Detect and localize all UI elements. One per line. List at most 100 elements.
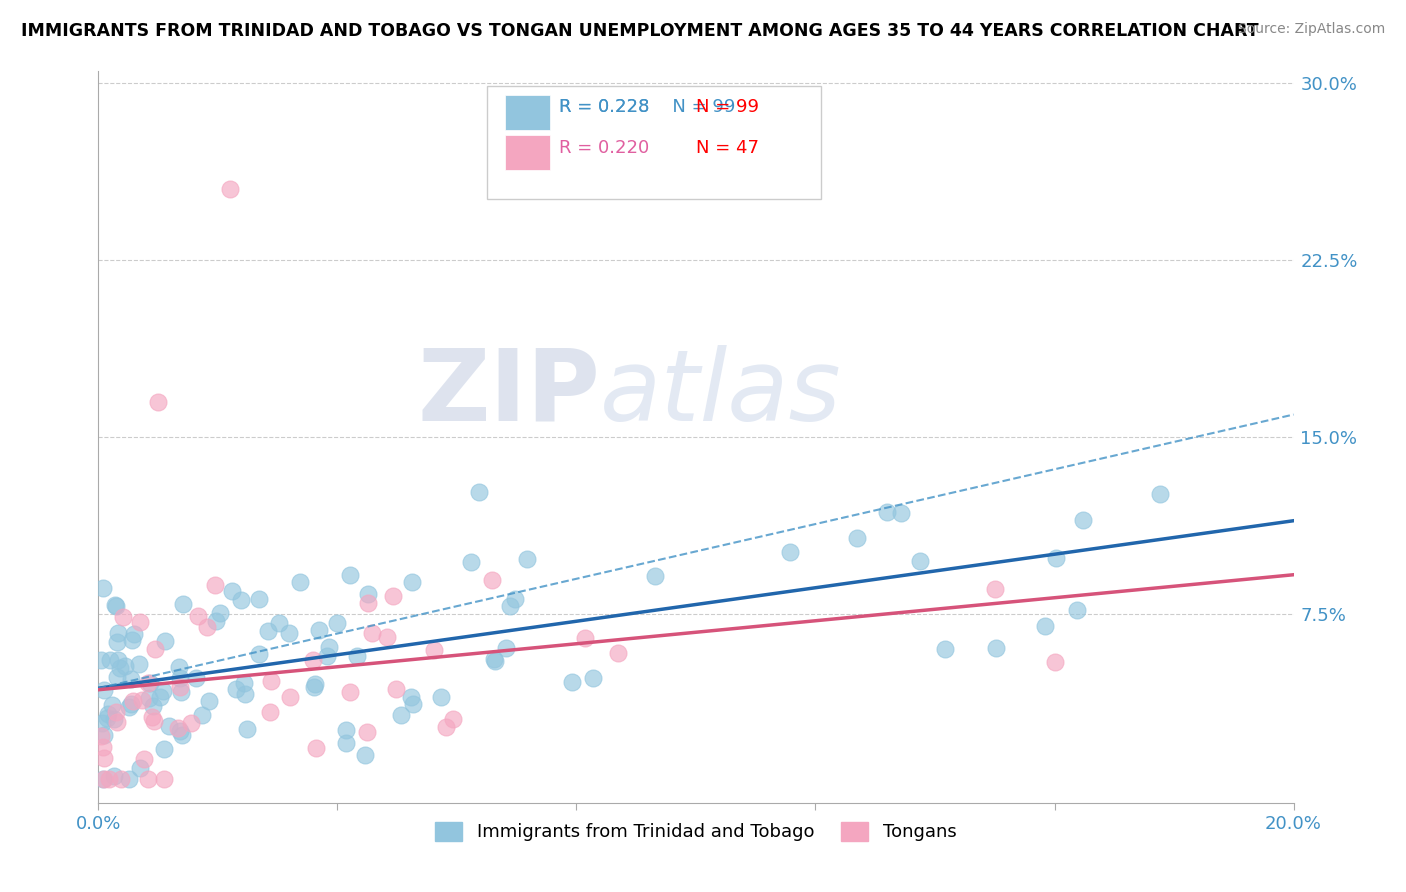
Point xyxy=(221,584,243,599)
Point xyxy=(503,591,526,606)
Point xyxy=(90,652,112,666)
Text: IMMIGRANTS FROM TRINIDAD AND TOBAGO VS TONGAN UNEMPLOYMENT AMONG AGES 35 TO 44 Y: IMMIGRANTS FROM TRINIDAD AND TOBAGO VS T… xyxy=(21,22,1258,40)
Point xyxy=(136,772,159,787)
Point xyxy=(516,551,538,566)
Point xyxy=(145,642,167,657)
Point xyxy=(190,708,212,723)
Point xyxy=(120,673,142,687)
Point xyxy=(128,615,150,629)
Point xyxy=(148,394,170,409)
Point xyxy=(204,578,226,592)
Point xyxy=(90,716,112,731)
Point xyxy=(195,620,218,634)
Point xyxy=(98,653,121,667)
Point xyxy=(908,554,931,568)
Point xyxy=(172,728,194,742)
Point xyxy=(304,676,326,690)
Point xyxy=(357,596,380,610)
Point xyxy=(166,721,188,735)
Point xyxy=(169,671,191,685)
Point xyxy=(582,671,605,685)
Point xyxy=(141,710,163,724)
Point xyxy=(499,599,522,614)
Point xyxy=(934,642,956,657)
Text: R = 0.228    N = 99: R = 0.228 N = 99 xyxy=(558,97,735,116)
Point xyxy=(356,725,378,739)
Point xyxy=(132,752,155,766)
Point xyxy=(122,626,145,640)
Point xyxy=(308,623,330,637)
Point xyxy=(187,609,209,624)
Point xyxy=(93,728,115,742)
Point xyxy=(91,772,114,787)
Point xyxy=(131,693,153,707)
Point xyxy=(235,723,257,737)
Point xyxy=(153,742,176,756)
Point xyxy=(561,675,583,690)
Point xyxy=(91,582,114,596)
Point xyxy=(339,567,361,582)
Point xyxy=(779,545,801,559)
Point xyxy=(118,700,141,714)
FancyBboxPatch shape xyxy=(505,95,550,130)
Point xyxy=(104,598,127,612)
Point xyxy=(167,659,190,673)
Point xyxy=(316,649,339,664)
Point xyxy=(247,647,270,661)
Point xyxy=(97,772,120,787)
Point xyxy=(170,684,193,698)
Point xyxy=(1066,603,1088,617)
Point xyxy=(890,506,912,520)
Point xyxy=(468,484,491,499)
Text: R = 0.228: R = 0.228 xyxy=(558,97,650,116)
Point xyxy=(484,653,506,667)
Point xyxy=(91,739,114,754)
Point xyxy=(484,651,506,665)
Point xyxy=(876,505,898,519)
Point xyxy=(103,712,125,726)
Text: atlas: atlas xyxy=(600,344,842,442)
Point xyxy=(128,657,150,671)
Text: Source: ZipAtlas.com: Source: ZipAtlas.com xyxy=(1237,22,1385,37)
Point xyxy=(105,715,128,730)
Point xyxy=(481,573,503,587)
Point xyxy=(157,719,180,733)
Point xyxy=(138,691,160,706)
Point xyxy=(233,687,256,701)
Point xyxy=(984,582,1007,596)
FancyBboxPatch shape xyxy=(505,135,550,170)
Point xyxy=(335,736,357,750)
Point xyxy=(280,690,302,704)
Point xyxy=(325,615,347,630)
Point xyxy=(290,574,312,589)
Point xyxy=(121,633,143,648)
Point xyxy=(401,690,423,705)
Point xyxy=(259,705,281,719)
Point xyxy=(93,751,115,765)
Point xyxy=(172,597,194,611)
Point xyxy=(103,769,125,783)
Point xyxy=(118,772,141,787)
Point xyxy=(169,724,191,739)
Point xyxy=(93,772,115,787)
Point xyxy=(607,646,630,660)
Point xyxy=(90,729,112,743)
Legend: Immigrants from Trinidad and Tobago, Tongans: Immigrants from Trinidad and Tobago, Ton… xyxy=(427,814,965,848)
Point xyxy=(389,707,412,722)
Point xyxy=(197,694,219,708)
FancyBboxPatch shape xyxy=(486,86,821,200)
Point xyxy=(302,680,325,694)
Point xyxy=(249,591,271,606)
Point xyxy=(1045,551,1067,566)
Point xyxy=(278,625,301,640)
Point xyxy=(302,653,325,667)
Point xyxy=(107,653,129,667)
Point xyxy=(107,625,129,640)
Point xyxy=(460,555,482,569)
Point xyxy=(96,710,118,724)
Point xyxy=(219,182,242,196)
Point xyxy=(105,634,128,648)
Point xyxy=(180,715,202,730)
Text: N = 99: N = 99 xyxy=(696,97,759,116)
Point xyxy=(129,761,152,775)
